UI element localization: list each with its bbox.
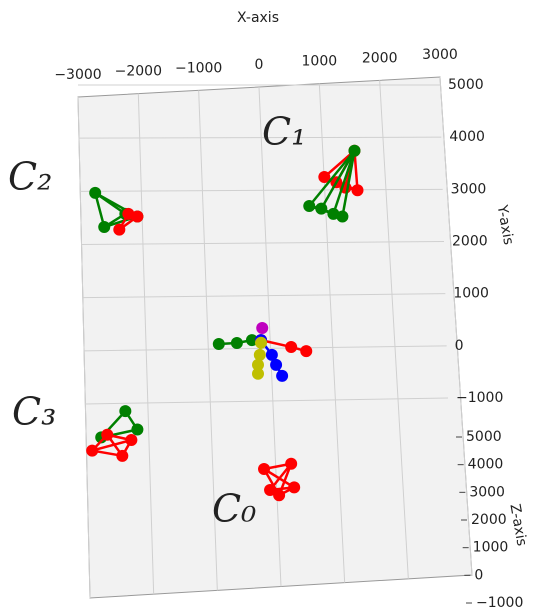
point xyxy=(276,369,289,382)
x-tick-label: 1000 xyxy=(302,54,338,70)
point xyxy=(98,221,111,234)
point xyxy=(255,336,268,349)
point xyxy=(315,202,328,215)
marks xyxy=(86,144,364,502)
point xyxy=(230,337,243,350)
point xyxy=(285,457,298,470)
grid-line xyxy=(379,80,409,579)
z-tick-label: 2000 xyxy=(471,512,507,528)
point xyxy=(270,358,283,371)
grid-line xyxy=(79,136,442,139)
grid-line xyxy=(318,83,346,583)
point xyxy=(86,444,99,457)
annotation: C₁ xyxy=(262,110,306,154)
point xyxy=(351,184,364,197)
connector xyxy=(332,150,356,215)
x-tick-label: 0 xyxy=(255,57,264,73)
point xyxy=(212,338,225,351)
point xyxy=(273,489,286,502)
connector xyxy=(353,150,359,191)
y-tick-label: 2000 xyxy=(452,234,488,250)
point xyxy=(116,449,129,462)
z-tick-label: 5000 xyxy=(466,429,502,445)
point xyxy=(256,322,269,335)
plot-pane xyxy=(77,76,473,599)
point xyxy=(288,481,301,494)
point xyxy=(348,144,361,157)
z-axis-label: Z-axis xyxy=(506,503,529,548)
point xyxy=(285,340,298,353)
point xyxy=(252,358,264,371)
z-tick-label: 1000 xyxy=(473,540,509,556)
y-tick-label: −1000 xyxy=(456,390,503,406)
y-tick-label: 1000 xyxy=(453,286,489,302)
z-tick-label: −1000 xyxy=(476,595,523,611)
point xyxy=(131,423,144,436)
point xyxy=(318,171,331,184)
point xyxy=(265,348,278,361)
grid-line xyxy=(258,86,282,587)
point xyxy=(89,186,102,199)
point xyxy=(258,462,271,475)
x-tick-label: −1000 xyxy=(175,60,222,76)
grid-line xyxy=(82,293,446,299)
grid-line xyxy=(83,345,447,352)
y-tick-label: 4000 xyxy=(449,129,485,145)
y-tick-label: 5000 xyxy=(448,77,484,93)
annotation: C₀ xyxy=(212,487,256,531)
grid-line xyxy=(84,397,449,405)
point xyxy=(122,207,135,220)
grid-line xyxy=(439,76,473,576)
z-tick-label: 3000 xyxy=(469,484,505,500)
x-tick-label: 2000 xyxy=(362,50,398,66)
point xyxy=(101,428,114,441)
point xyxy=(300,345,313,358)
point xyxy=(264,484,277,497)
grid-line xyxy=(198,90,218,591)
connector xyxy=(91,438,132,452)
y-axis-label: Y-axis xyxy=(493,203,516,246)
annotation: C₂ xyxy=(8,155,52,199)
point xyxy=(252,367,264,380)
x-axis-label: X-axis xyxy=(237,10,279,26)
connector xyxy=(93,189,128,229)
annotation: C₃ xyxy=(12,390,56,434)
grid-line xyxy=(77,96,91,599)
y-tick-label: 0 xyxy=(455,338,464,354)
point xyxy=(253,348,266,361)
point xyxy=(303,199,316,212)
connector xyxy=(320,150,356,210)
y-tick-label: 3000 xyxy=(451,181,487,197)
point xyxy=(125,434,138,447)
x-tick-label: 3000 xyxy=(422,47,458,63)
point xyxy=(131,210,144,223)
point xyxy=(245,334,258,347)
point xyxy=(119,405,132,418)
connector xyxy=(104,432,134,459)
point xyxy=(336,210,349,223)
z-tick-label: 4000 xyxy=(468,457,504,473)
z-tick-label: 0 xyxy=(474,567,483,583)
grid-line xyxy=(81,241,445,245)
grid-line xyxy=(137,93,155,595)
connector xyxy=(341,150,356,217)
connector xyxy=(308,149,356,207)
point xyxy=(327,207,340,220)
x-tick-label: −3000 xyxy=(54,67,101,83)
grid-line xyxy=(80,188,443,192)
grid: −3000 −2000 −1000 0 1000 2000 3000 −1000 0 1000 20… xyxy=(54,47,523,611)
point xyxy=(113,223,126,236)
x-tick-label: −2000 xyxy=(115,64,162,80)
